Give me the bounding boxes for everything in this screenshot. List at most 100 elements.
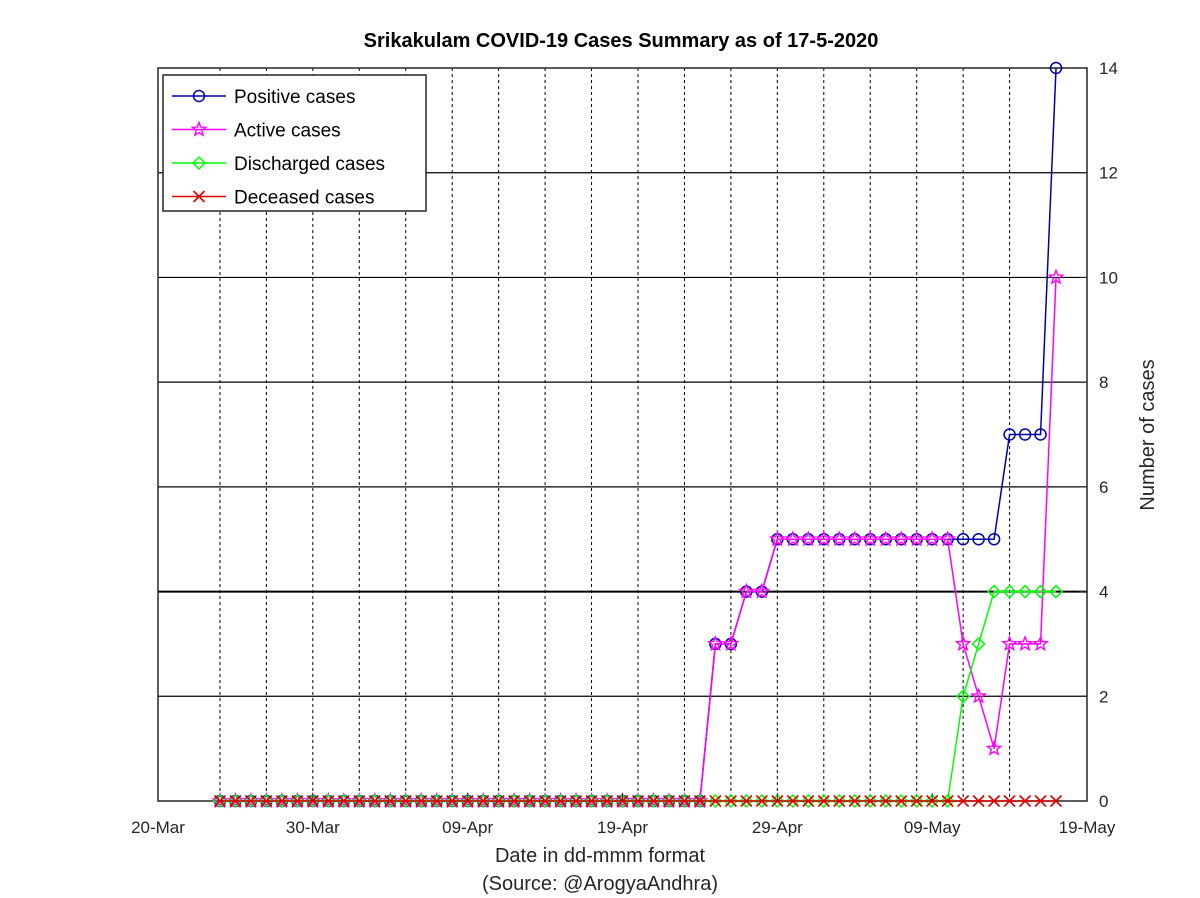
- data-point: [830, 530, 848, 547]
- x-tick-label: 30-Mar: [286, 818, 340, 837]
- data-point: [459, 792, 477, 809]
- data-point: [785, 793, 800, 809]
- chart-title: Srikakulam COVID-19 Cases Summary as of …: [364, 30, 879, 52]
- data-point: [304, 792, 322, 809]
- data-point: [846, 530, 864, 547]
- data-point: [677, 793, 692, 809]
- data-point: [877, 530, 895, 547]
- data-point: [1018, 428, 1032, 441]
- x-tick-label: 19-Apr: [597, 818, 648, 837]
- data-point: [477, 794, 490, 808]
- data-point: [723, 793, 738, 809]
- data-point: [474, 792, 492, 809]
- series-layer: [211, 61, 1065, 809]
- data-point: [864, 794, 877, 808]
- y-tick-label: 10: [1099, 268, 1118, 287]
- y-axis: 0 2 4 6 8 10 12 14: [1079, 59, 1118, 811]
- x-axis-label: Date in dd-mmm format: [495, 845, 705, 867]
- legend-swatch-marker: [190, 120, 208, 137]
- data-point: [815, 530, 833, 547]
- data-point: [321, 793, 336, 809]
- data-point: [615, 793, 630, 809]
- data-point: [660, 792, 678, 809]
- data-point: [274, 793, 289, 809]
- data-point: [335, 792, 353, 809]
- data-point: [397, 792, 415, 809]
- x-tick-label: 20-Mar: [131, 818, 185, 837]
- data-point: [522, 793, 537, 809]
- data-point: [476, 793, 491, 809]
- data-point: [244, 794, 257, 808]
- data-point: [691, 792, 709, 809]
- data-point: [894, 793, 909, 809]
- data-point: [322, 794, 335, 808]
- data-point: [987, 532, 1001, 546]
- data-point: [1016, 634, 1034, 652]
- data-point: [367, 793, 382, 809]
- data-point: [908, 530, 926, 547]
- data-point: [956, 689, 971, 704]
- data-point: [972, 794, 985, 808]
- data-point: [353, 794, 366, 808]
- data-point: [350, 792, 368, 809]
- data-point: [508, 794, 521, 808]
- data-point: [243, 793, 258, 809]
- data-point: [1048, 584, 1064, 599]
- data-point: [213, 794, 226, 808]
- data-point: [288, 792, 306, 809]
- data-point: [972, 532, 985, 546]
- data-point: [784, 530, 802, 547]
- data-point: [260, 794, 273, 808]
- data-point: [956, 532, 970, 546]
- data-point: [985, 739, 1003, 756]
- data-point: [892, 530, 910, 547]
- x-tick-label: 09-May: [904, 818, 961, 837]
- data-point: [954, 634, 972, 652]
- data-point: [1034, 794, 1047, 808]
- data-point: [585, 794, 598, 808]
- data-point: [706, 634, 724, 652]
- data-point: [412, 792, 430, 809]
- x-axis-source-label: (Source: @ArogyaAndhra): [482, 873, 718, 895]
- y-tick-label: 6: [1099, 478, 1108, 497]
- data-point: [211, 792, 229, 809]
- data-point: [770, 793, 785, 809]
- data-point: [692, 793, 707, 809]
- data-point: [1034, 428, 1047, 441]
- data-point: [847, 793, 862, 809]
- data-point: [553, 793, 568, 809]
- data-point: [460, 793, 475, 809]
- data-point: [754, 793, 769, 809]
- data-point: [724, 794, 737, 808]
- data-point: [445, 793, 460, 809]
- data-point: [398, 793, 413, 809]
- y-tick-label: 4: [1099, 583, 1108, 602]
- data-point: [414, 793, 429, 809]
- data-point: [678, 794, 691, 808]
- data-point: [630, 793, 646, 809]
- data-point: [430, 794, 443, 808]
- y-tick-label: 8: [1099, 373, 1108, 392]
- data-point: [429, 793, 444, 809]
- data-point: [536, 792, 554, 809]
- data-point: [568, 793, 584, 809]
- data-point: [971, 636, 986, 651]
- data-point: [644, 792, 662, 809]
- data-point: [848, 794, 861, 808]
- data-point: [521, 792, 539, 809]
- x-tick-label: 29-Apr: [752, 818, 803, 837]
- data-point: [229, 794, 242, 808]
- data-point: [381, 792, 399, 809]
- data-point: [569, 794, 583, 808]
- legend-swatch-marker: [192, 190, 206, 203]
- data-point: [1019, 794, 1032, 808]
- data-point: [925, 793, 940, 809]
- data-point: [352, 793, 367, 809]
- data-point: [490, 792, 508, 809]
- legend-entry-label: Discharged cases: [234, 154, 385, 175]
- data-point: [988, 794, 1001, 808]
- data-point: [242, 792, 260, 809]
- data-point: [802, 794, 815, 808]
- y-tick-label: 12: [1099, 164, 1118, 183]
- data-point: [737, 582, 755, 599]
